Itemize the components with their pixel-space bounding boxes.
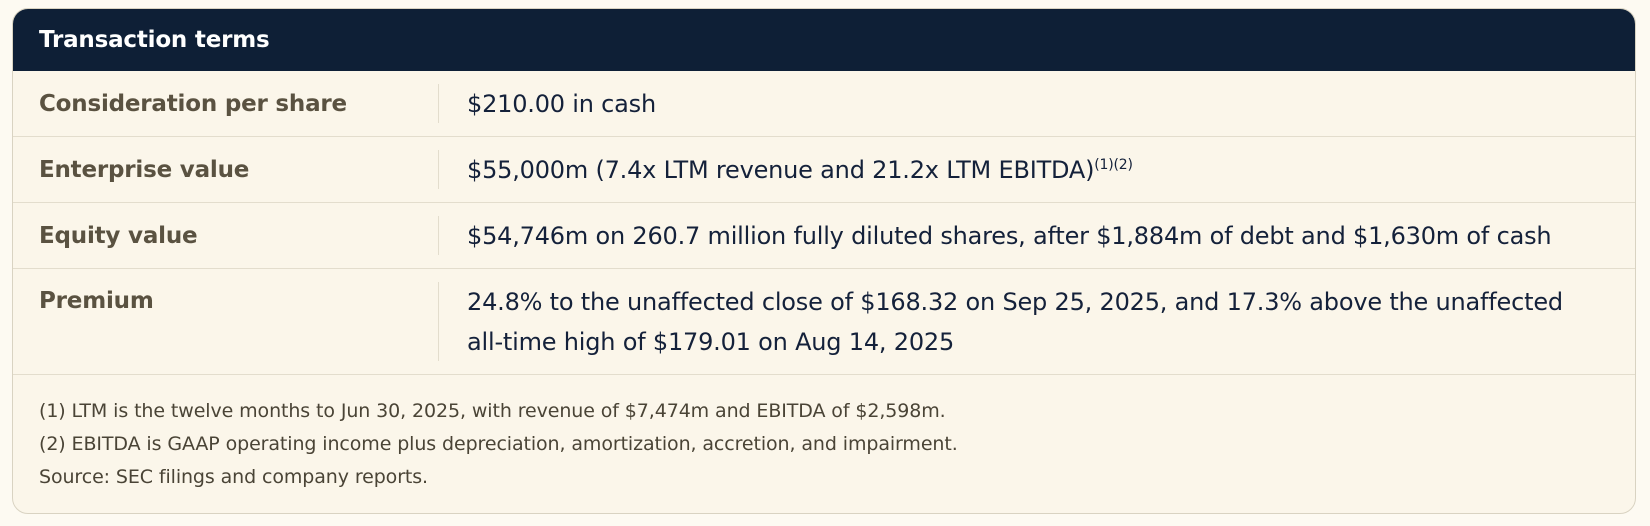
table-row: Premium 24.8% to the unaffected close of… [13,269,1635,375]
footnotes: (1) LTM is the twelve months to Jun 30, … [13,375,1635,494]
card-title: Transaction terms [39,27,270,53]
transaction-terms-card: Transaction terms Consideration per shar… [12,8,1636,514]
row-label-consideration: Consideration per share [39,90,347,117]
row-value-premium: 24.8% to the unaffected close of $168.32… [467,287,1563,356]
row-label-cell: Consideration per share [13,84,439,123]
row-value-cell: $55,000m (7.4x LTM revenue and 21.2x LTM… [439,150,1635,190]
source-note: Source: SEC filings and company reports. [39,466,428,488]
row-value-equity-value: $54,746m on 260.7 million fully diluted … [467,221,1552,250]
enterprise-value-text: $55,000m (7.4x LTM revenue and 21.2x LTM… [467,155,1095,184]
row-label-premium: Premium [39,288,154,314]
card-header: Transaction terms [13,9,1635,71]
row-value-enterprise-value: $55,000m (7.4x LTM revenue and 21.2x LTM… [467,156,1133,184]
row-value-consideration: $210.00 in cash [467,89,657,118]
row-label-cell: Equity value [13,216,439,255]
footnote-1: (1) LTM is the twelve months to Jun 30, … [39,400,946,422]
row-label-equity-value: Equity value [39,222,198,249]
row-label-cell: Enterprise value [13,150,439,189]
footnote-2: (2) EBITDA is GAAP operating income plus… [39,433,958,455]
row-label-cell: Premium [13,282,439,361]
table-row: Consideration per share $210.00 in cash [13,71,1635,137]
row-value-cell: $54,746m on 260.7 million fully diluted … [439,216,1635,256]
table-row: Equity value $54,746m on 260.7 million f… [13,203,1635,269]
row-label-enterprise-value: Enterprise value [39,156,250,183]
footnote-marks: (1)(2) [1094,156,1133,173]
table-row: Enterprise value $55,000m (7.4x LTM reve… [13,137,1635,203]
row-value-cell: 24.8% to the unaffected close of $168.32… [439,282,1635,362]
row-value-cell: $210.00 in cash [439,84,1635,124]
